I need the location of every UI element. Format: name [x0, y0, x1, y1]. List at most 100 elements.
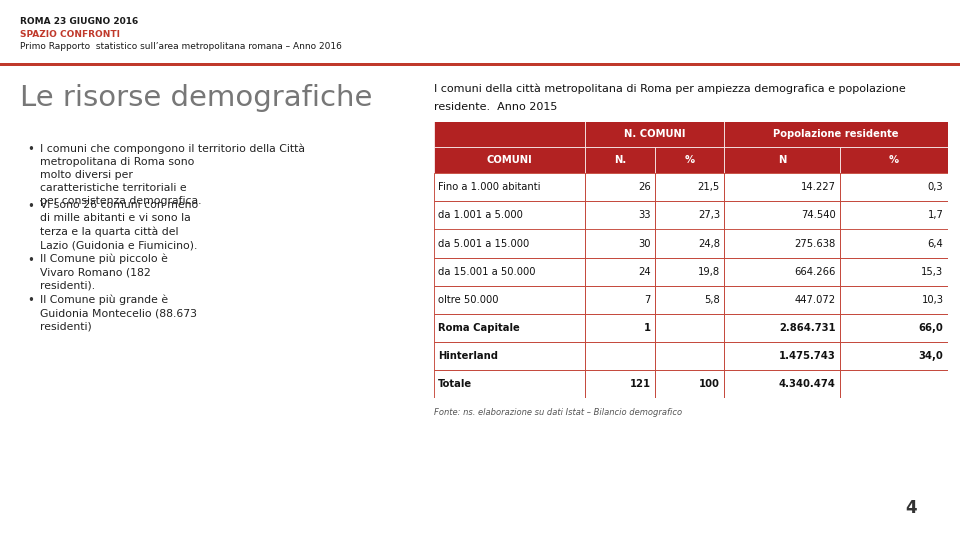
- Bar: [655, 370, 724, 398]
- Bar: [586, 370, 655, 398]
- Text: da 15.001 a 50.000: da 15.001 a 50.000: [438, 267, 536, 276]
- Text: Il Comune più grande è
Guidonia Montecelio (88.673
residenti): Il Comune più grande è Guidonia Montecel…: [40, 294, 198, 331]
- Text: N. COMUNI: N. COMUNI: [624, 130, 685, 139]
- Bar: [840, 258, 948, 286]
- Bar: [840, 342, 948, 370]
- Text: Il Comune più piccolo è
Vivaro Romano (182
residenti).: Il Comune più piccolo è Vivaro Romano (1…: [40, 254, 168, 291]
- Text: 100: 100: [699, 379, 720, 389]
- Text: Fino a 1.000 abitanti: Fino a 1.000 abitanti: [438, 183, 540, 192]
- Text: da 5.001 a 15.000: da 5.001 a 15.000: [438, 239, 529, 248]
- Bar: [840, 201, 948, 229]
- Text: 34,0: 34,0: [919, 351, 944, 361]
- Bar: [586, 258, 655, 286]
- Text: 275.638: 275.638: [794, 239, 835, 248]
- Bar: [724, 258, 840, 286]
- Bar: [840, 147, 948, 173]
- Bar: [655, 286, 724, 314]
- Text: Fonte: ns. elaborazione su dati Istat – Bilancio demografico: Fonte: ns. elaborazione su dati Istat – …: [434, 408, 682, 417]
- Text: Totale: Totale: [438, 379, 472, 389]
- Text: •: •: [27, 254, 34, 267]
- Text: 66,0: 66,0: [919, 323, 944, 333]
- Text: 15,3: 15,3: [922, 267, 944, 276]
- Text: 4.340.474: 4.340.474: [779, 379, 835, 389]
- Bar: [586, 147, 655, 173]
- Text: da 1.001 a 5.000: da 1.001 a 5.000: [438, 211, 523, 220]
- Bar: [586, 342, 655, 370]
- Bar: [434, 286, 586, 314]
- Bar: [434, 230, 586, 258]
- Text: 24,8: 24,8: [698, 239, 720, 248]
- Text: %: %: [889, 156, 899, 165]
- Text: oltre 50.000: oltre 50.000: [438, 295, 498, 305]
- Text: 7: 7: [644, 295, 651, 305]
- Text: SPAZIO CONFRONTI: SPAZIO CONFRONTI: [20, 30, 120, 39]
- Text: 4: 4: [905, 500, 917, 517]
- Text: I comuni che compongono il territorio della Città
metropolitana di Roma sono
mol: I comuni che compongono il territorio de…: [40, 143, 305, 206]
- Bar: [840, 314, 948, 342]
- Bar: [655, 342, 724, 370]
- Bar: [724, 314, 840, 342]
- Bar: [724, 370, 840, 398]
- Bar: [434, 370, 586, 398]
- Bar: [586, 173, 655, 201]
- Bar: [840, 286, 948, 314]
- Bar: [434, 122, 586, 147]
- Bar: [724, 173, 840, 201]
- Bar: [655, 201, 724, 229]
- Text: N.: N.: [614, 156, 626, 165]
- Text: 74.540: 74.540: [801, 211, 835, 220]
- Bar: [434, 342, 586, 370]
- Bar: [724, 230, 840, 258]
- Bar: [840, 230, 948, 258]
- Text: 33: 33: [638, 211, 651, 220]
- Bar: [724, 342, 840, 370]
- Text: 19,8: 19,8: [698, 267, 720, 276]
- Text: 1.475.743: 1.475.743: [779, 351, 835, 361]
- Text: ROMA 23 GIUGNO 2016: ROMA 23 GIUGNO 2016: [20, 17, 138, 26]
- Text: 14.227: 14.227: [801, 183, 835, 192]
- Text: 0,3: 0,3: [927, 183, 944, 192]
- Bar: [434, 314, 586, 342]
- Bar: [586, 230, 655, 258]
- Text: 2.864.731: 2.864.731: [779, 323, 835, 333]
- Text: N: N: [778, 156, 786, 165]
- Text: 447.072: 447.072: [795, 295, 835, 305]
- Bar: [724, 201, 840, 229]
- Bar: [655, 147, 724, 173]
- Text: Vi sono 26 comuni con meno
di mille abitanti e vi sono la
terza e la quarta citt: Vi sono 26 comuni con meno di mille abit…: [40, 200, 199, 250]
- Bar: [655, 314, 724, 342]
- Text: %: %: [684, 156, 694, 165]
- Bar: [434, 173, 586, 201]
- Bar: [724, 147, 840, 173]
- Bar: [586, 314, 655, 342]
- Text: Roma Capitale: Roma Capitale: [438, 323, 519, 333]
- Text: •: •: [27, 143, 34, 156]
- Text: 5,8: 5,8: [705, 295, 720, 305]
- Text: 24: 24: [638, 267, 651, 276]
- Text: •: •: [27, 200, 34, 213]
- Text: COMUNI: COMUNI: [487, 156, 533, 165]
- Text: I comuni della città metropolitana di Roma per ampiezza demografica e popolazion: I comuni della città metropolitana di Ro…: [434, 84, 905, 94]
- Bar: [586, 286, 655, 314]
- Text: 6,4: 6,4: [927, 239, 944, 248]
- Bar: [655, 258, 724, 286]
- Text: 26: 26: [637, 183, 651, 192]
- Bar: [434, 147, 586, 173]
- Text: •: •: [27, 294, 34, 307]
- Text: 1: 1: [643, 323, 651, 333]
- Bar: [655, 230, 724, 258]
- Bar: [724, 286, 840, 314]
- Bar: [655, 173, 724, 201]
- Bar: [434, 258, 586, 286]
- Text: 1,7: 1,7: [927, 211, 944, 220]
- Text: Popolazione residente: Popolazione residente: [773, 130, 899, 139]
- Bar: [840, 173, 948, 201]
- Text: Primo Rapporto  statistico sull’area metropolitana romana – Anno 2016: Primo Rapporto statistico sull’area metr…: [20, 42, 342, 51]
- Text: 10,3: 10,3: [922, 295, 944, 305]
- Bar: [724, 122, 948, 147]
- Bar: [586, 122, 724, 147]
- Text: Hinterland: Hinterland: [438, 351, 498, 361]
- Bar: [840, 370, 948, 398]
- Text: 30: 30: [638, 239, 651, 248]
- Text: Le risorse demografiche: Le risorse demografiche: [20, 84, 372, 112]
